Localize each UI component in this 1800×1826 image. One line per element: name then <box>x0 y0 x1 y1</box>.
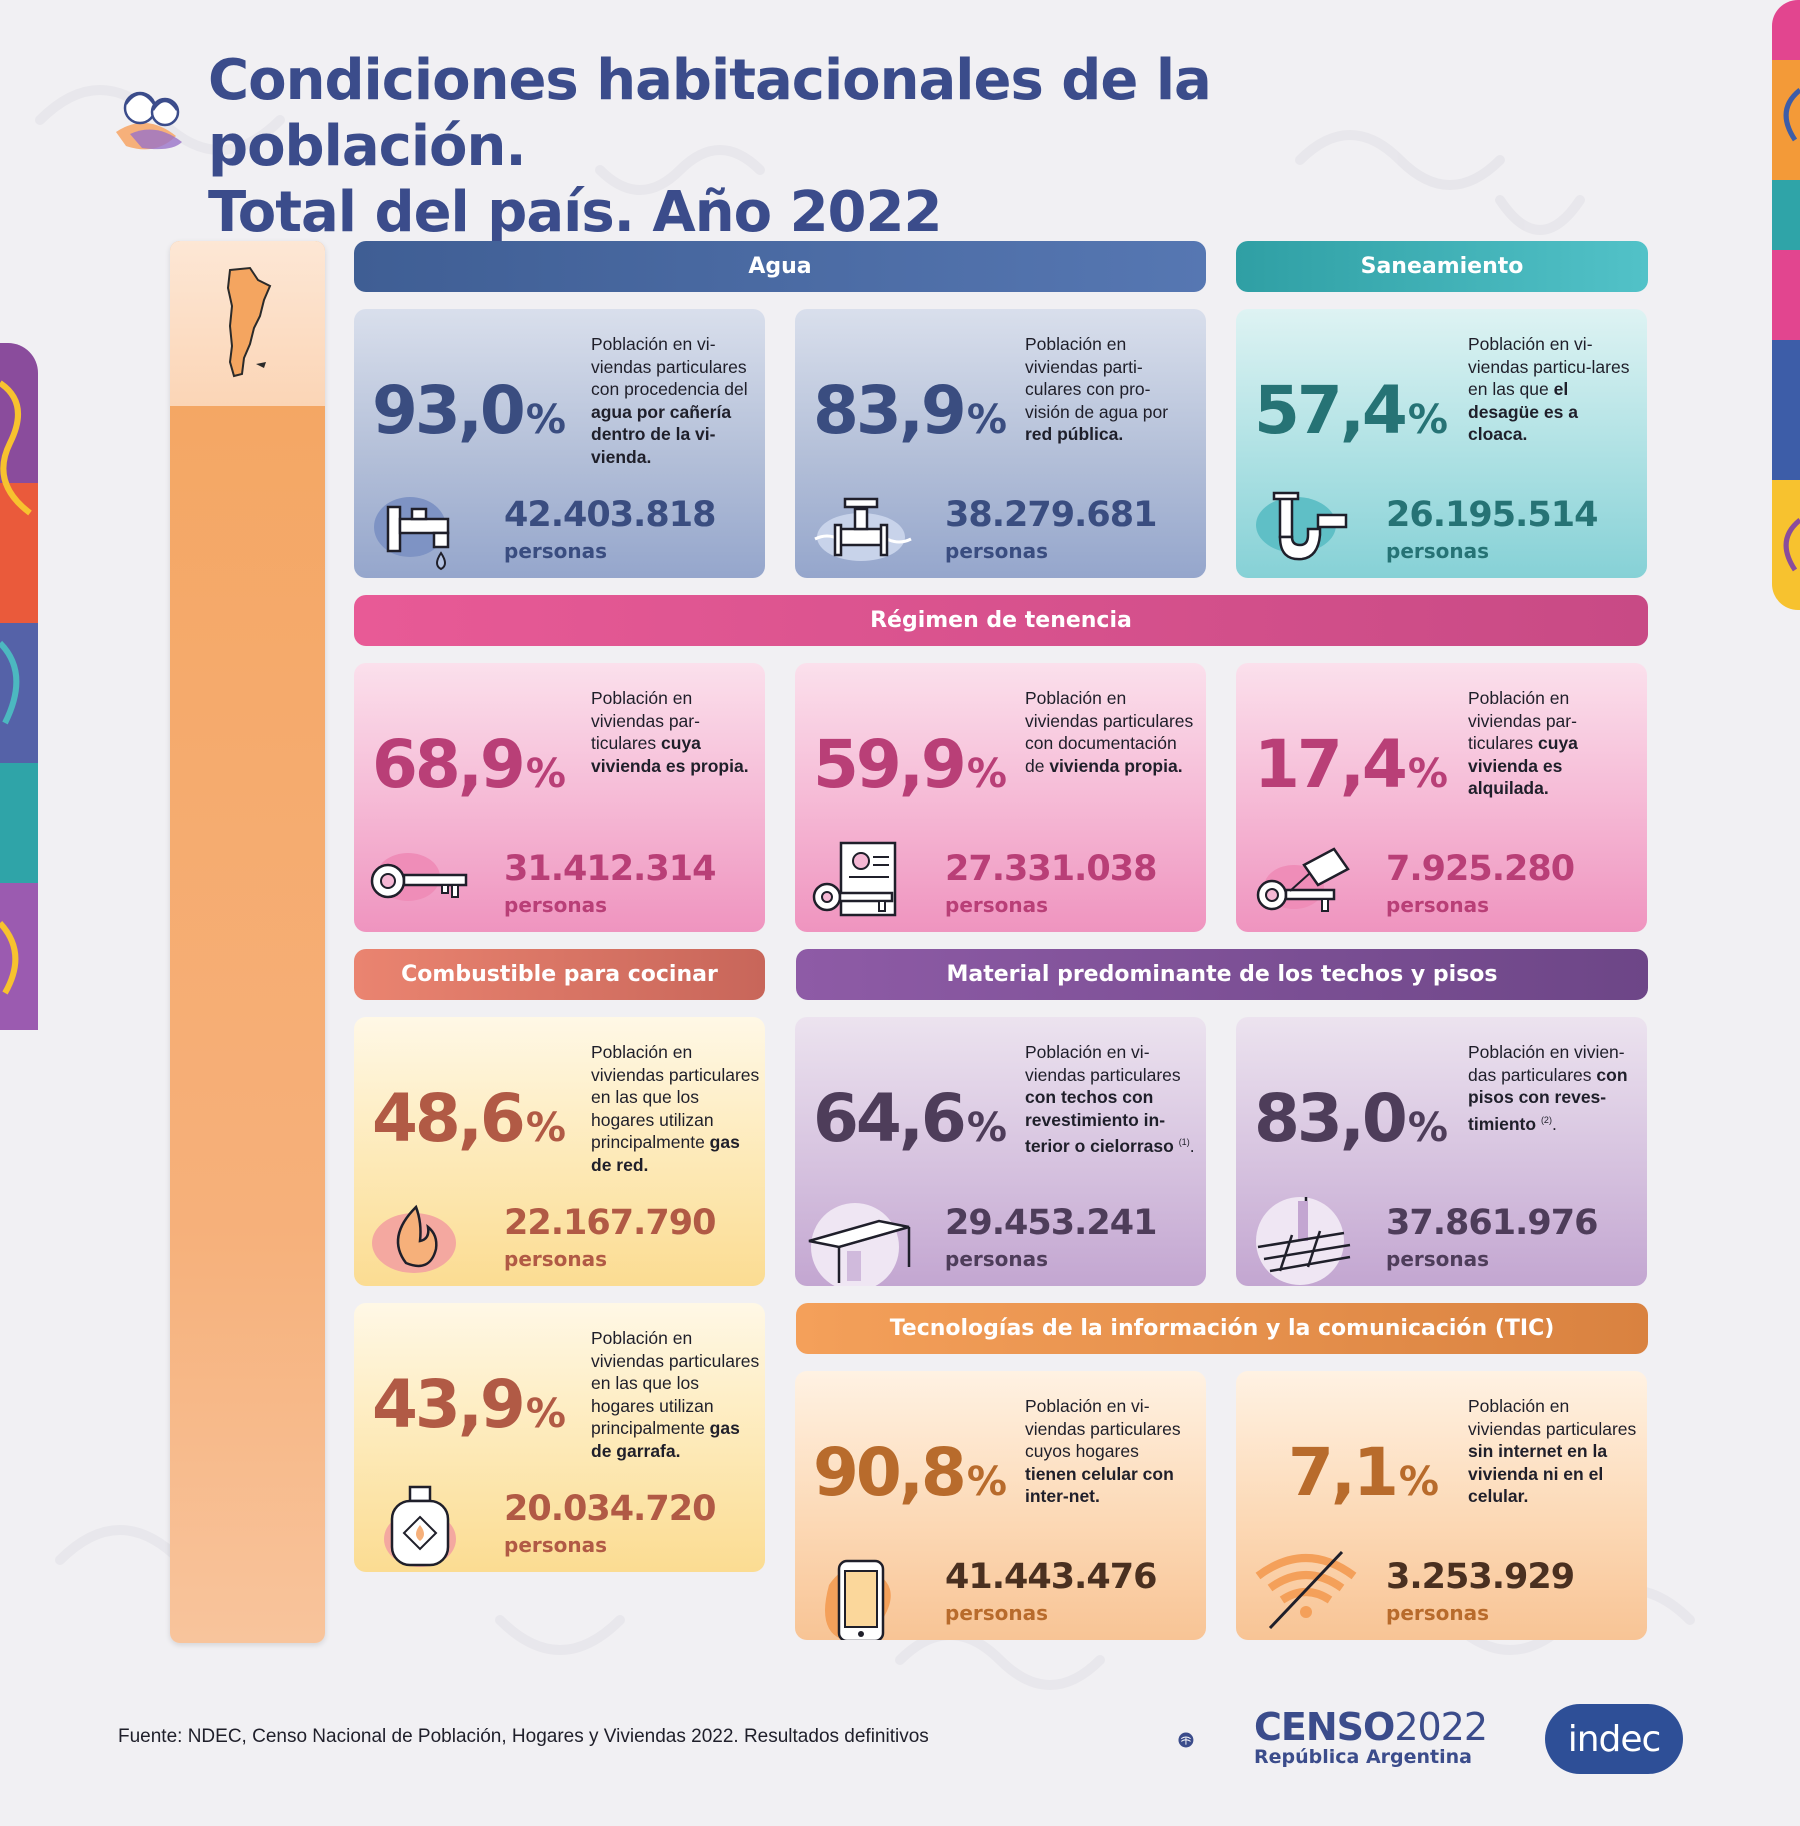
smartphone-icon <box>825 1559 891 1640</box>
card-material-pisos: 83,0% Población en vivien-das particular… <box>1236 1017 1647 1286</box>
people-unit: personas <box>1386 1601 1490 1625</box>
section-saneamiento: Saneamiento <box>1236 241 1648 292</box>
flame-icon <box>372 1204 456 1273</box>
percent-value: 7,1% <box>1288 1434 1439 1511</box>
page-title: Condiciones habitacionales de la poblaci… <box>208 48 1508 246</box>
card-tenencia-propia: 68,9% Población en viviendas par-ticular… <box>354 663 765 932</box>
people-count: 38.279.681 <box>945 495 1157 535</box>
card-tenencia-alquilada: 17,4% Población en viviendas par-ticular… <box>1236 663 1647 932</box>
card-agua-canieria: 93,0% Población en vi-viendas particular… <box>354 309 765 578</box>
no-wifi-icon <box>1255 1550 1357 1630</box>
section-agua-label: Agua <box>748 254 812 279</box>
people-unit: personas <box>504 893 608 917</box>
faucet-icon <box>374 497 450 571</box>
section-material: Material predominante de los techos y pi… <box>796 949 1648 1000</box>
card-description: Población en vi-viendas particulares con… <box>591 334 748 467</box>
card-combustible-gas-red: 48,6% Población en viviendas particulare… <box>354 1017 765 1286</box>
percent-value: 48,6% <box>372 1080 566 1157</box>
card-description: Población en vi-viendas particu-lares en… <box>1468 334 1630 444</box>
people-count: 41.443.476 <box>945 1557 1157 1597</box>
percent-value: 43,9% <box>372 1366 566 1443</box>
section-saneamiento-label: Saneamiento <box>1360 254 1524 279</box>
right-decorative-strip <box>1772 0 1800 610</box>
people-unit: personas <box>504 1247 608 1271</box>
censo-logo-icon <box>1178 1732 1194 1748</box>
people-unit: personas <box>945 1247 1049 1271</box>
argentina-map-icon <box>226 266 272 378</box>
title-line-2: Total del país. Año 2022 <box>208 180 942 245</box>
percent-value: 83,9% <box>813 372 1007 449</box>
percent-value: 59,9% <box>813 726 1007 803</box>
people-count: 3.253.929 <box>1386 1557 1575 1597</box>
section-agua: Agua <box>354 241 1206 292</box>
percent-value: 83,0% <box>1254 1080 1448 1157</box>
people-unit: personas <box>945 539 1049 563</box>
country-column <box>170 241 325 1643</box>
gas-cylinder-icon <box>384 1485 456 1567</box>
indec-logo: indec <box>1545 1704 1683 1774</box>
card-material-techos: 64,6% Población en vi-viendas particular… <box>795 1017 1206 1286</box>
card-agua-red-publica: 83,9% Población en viviendas parti-cular… <box>795 309 1206 578</box>
card-description: Población en vi-viendas particulares cuy… <box>1025 1396 1181 1506</box>
censo-subtitle: República Argentina <box>1254 1746 1472 1768</box>
people-unit: personas <box>1386 893 1490 917</box>
section-combustible: Combustible para cocinar <box>354 949 765 1000</box>
section-tic-label: Tecnologías de la información y la comun… <box>889 1316 1555 1341</box>
card-description: Población en viviendas particulares sin … <box>1468 1396 1637 1506</box>
card-tenencia-documentacion: 59,9% Población en viviendas particulare… <box>795 663 1206 932</box>
card-description: Población en vivien-das particulares con… <box>1468 1042 1628 1134</box>
card-description: Población en viviendas par-ticulares cuy… <box>1468 688 1578 798</box>
people-unit: personas <box>504 539 608 563</box>
drain-pipe-icon <box>1256 491 1348 561</box>
ceiling-icon <box>808 1203 911 1286</box>
percent-value: 57,4% <box>1254 372 1448 449</box>
card-description: Población en viviendas par-ticulares cuy… <box>591 688 749 776</box>
country-header <box>170 241 325 406</box>
card-tic-sin-internet: 7,1% Población en viviendas particulares… <box>1236 1371 1647 1640</box>
people-count: 26.195.514 <box>1386 495 1598 535</box>
water-tap-network-icon <box>814 497 912 561</box>
deed-key-icon <box>812 841 897 917</box>
percent-value: 68,9% <box>372 726 566 803</box>
people-count: 29.453.241 <box>945 1203 1157 1243</box>
people-unit: personas <box>945 1601 1049 1625</box>
card-description: Población en vi-viendas particulares con… <box>1025 1042 1195 1156</box>
people-count: 27.331.038 <box>945 849 1157 889</box>
people-count: 42.403.818 <box>504 495 716 535</box>
card-tic-celular: 90,8% Población en vi-viendas particular… <box>795 1371 1206 1640</box>
people-unit: personas <box>1386 539 1490 563</box>
key-icon <box>370 853 468 901</box>
people-count: 7.925.280 <box>1386 849 1575 889</box>
people-unit: personas <box>504 1533 608 1557</box>
card-description: Población en viviendas particulares con … <box>1025 688 1194 776</box>
people-count: 22.167.790 <box>504 1203 716 1243</box>
percent-value: 64,6% <box>813 1080 1007 1157</box>
card-combustible-gas-garrafa: 43,9% Población en viviendas particulare… <box>354 1303 765 1572</box>
card-saneamiento-cloaca: 57,4% Población en vi-viendas particu-la… <box>1236 309 1647 578</box>
card-description: Población en viviendas particulares en l… <box>591 1042 760 1175</box>
card-description: Población en viviendas particulares en l… <box>591 1328 760 1461</box>
percent-value: 90,8% <box>813 1434 1007 1511</box>
people-count: 37.861.976 <box>1386 1203 1598 1243</box>
people-unit: personas <box>945 893 1049 917</box>
floor-tiles-icon <box>1256 1197 1351 1285</box>
section-tenencia-label: Régimen de tenencia <box>870 608 1132 633</box>
section-material-label: Material predominante de los techos y pi… <box>946 962 1498 987</box>
key-tag-icon <box>1256 847 1350 912</box>
people-logo-icon <box>116 91 182 150</box>
censo-wordmark: CENSO2022 <box>1254 1705 1488 1749</box>
section-tenencia: Régimen de tenencia <box>354 595 1648 646</box>
card-description: Población en viviendas parti-culares con… <box>1025 334 1169 444</box>
left-decorative-strip <box>0 343 38 1030</box>
title-line-1: Condiciones habitacionales de la poblaci… <box>208 48 1212 179</box>
people-count: 31.412.314 <box>504 849 716 889</box>
source-note: Fuente: NDEC, Censo Nacional de Població… <box>118 1726 929 1747</box>
section-tic: Tecnologías de la información y la comun… <box>796 1303 1648 1354</box>
percent-value: 17,4% <box>1254 726 1448 803</box>
people-count: 20.034.720 <box>504 1489 716 1529</box>
section-combustible-label: Combustible para cocinar <box>401 962 718 987</box>
people-unit: personas <box>1386 1247 1490 1271</box>
percent-value: 93,0% <box>372 372 566 449</box>
